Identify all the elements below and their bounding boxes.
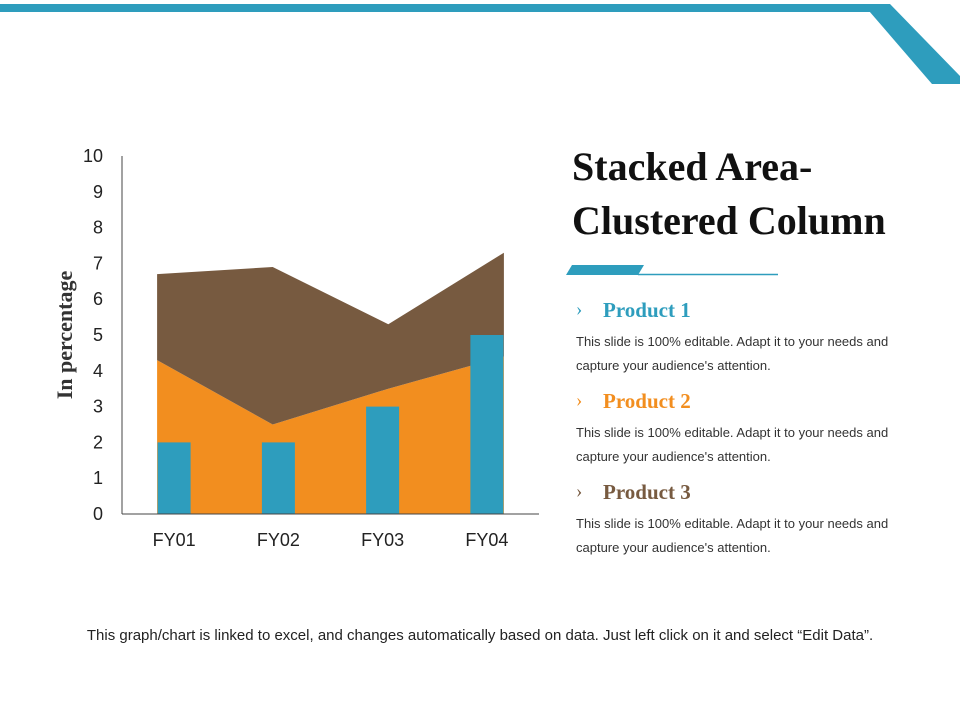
page-title: Stacked Area-Clustered Column (572, 144, 886, 243)
y-tick-label: 10 (83, 146, 103, 166)
product-1-description: This slide is 100% editable. Adapt it to… (576, 334, 889, 373)
chart: 0 1 2 3 4 5 6 7 8 9 10 FY01 FY02 FY03 FY04 In percent… (52, 146, 539, 550)
bar-fy01 (157, 442, 191, 514)
x-category-label: FY03 (361, 530, 404, 550)
x-category-label: FY01 (153, 530, 196, 550)
y-tick-label: 0 (93, 504, 103, 524)
title-underline-accent (566, 265, 644, 275)
y-tick-label: 6 (93, 289, 103, 309)
product-1-heading: › Product 1 (576, 296, 936, 324)
header-stripe (0, 4, 870, 12)
bar-fy02 (261, 442, 295, 514)
product-2-heading: › Product 2 (576, 387, 936, 415)
chevron-right-icon: › (576, 481, 583, 502)
y-tick-label: 4 (93, 361, 103, 381)
header-corner-slash (863, 4, 960, 84)
y-axis-label: In percentage (52, 271, 77, 400)
chevron-right-icon: › (576, 390, 583, 411)
product-1-block: › Product 1 This slide is 100% editable.… (576, 296, 936, 378)
product-2-description: This slide is 100% editable. Adapt it to… (576, 425, 889, 464)
area-product-3 (157, 252, 504, 425)
area-product-2 (157, 356, 504, 514)
footer-note: This graph/chart is linked to excel, and… (86, 627, 874, 644)
x-category-label: FY02 (257, 530, 300, 550)
product-1-label: Product 1 (603, 297, 691, 322)
y-tick-label: 3 (93, 397, 103, 417)
product-3-label: Product 3 (603, 479, 691, 504)
y-tick-label: 9 (93, 182, 103, 202)
y-tick-label: 5 (93, 325, 103, 345)
bar-fy03 (366, 406, 400, 514)
y-tick-label: 8 (93, 218, 103, 238)
product-3-heading: › Product 3 (576, 478, 936, 506)
product-3-block: › Product 3 This slide is 100% editable.… (576, 478, 936, 560)
x-category-label: FY04 (465, 530, 508, 550)
y-tick-label: 7 (93, 253, 103, 273)
y-tick-label: 2 (93, 432, 103, 452)
product-2-label: Product 2 (603, 388, 691, 413)
y-tick-label: 1 (93, 468, 103, 488)
product-2-block: › Product 2 This slide is 100% editable.… (576, 387, 936, 469)
chevron-right-icon: › (576, 299, 583, 320)
product-3-description: This slide is 100% editable. Adapt it to… (576, 516, 889, 555)
bar-fy04 (470, 335, 504, 514)
title-underline (566, 265, 778, 276)
